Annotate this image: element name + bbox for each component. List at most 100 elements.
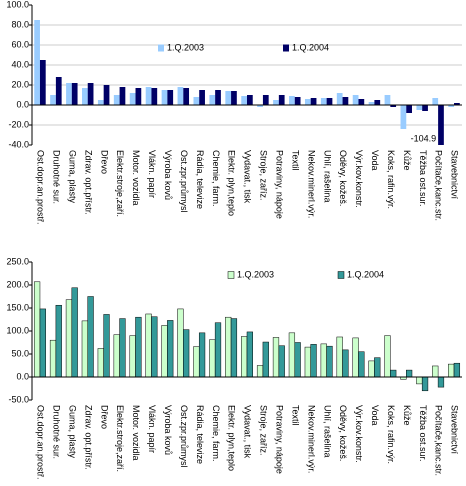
bar xyxy=(342,349,349,378)
bar xyxy=(49,339,57,378)
bar xyxy=(230,318,238,378)
bar xyxy=(326,345,333,378)
bar xyxy=(278,345,285,378)
x-tick-label: Výroba kovů xyxy=(163,150,173,200)
x-tick-label: Uhlí, rašelina xyxy=(322,405,332,458)
bar xyxy=(103,314,110,378)
bar xyxy=(177,87,184,105)
x-tick-label: Motor. vozidla xyxy=(131,405,141,461)
x-tick-label: Dřevo xyxy=(99,150,109,174)
x-tick-label: Elektr. plyn,teplo xyxy=(227,405,237,471)
bar xyxy=(113,95,120,105)
bar xyxy=(225,91,232,105)
bar xyxy=(358,99,365,105)
y-tick-label: 60.0 xyxy=(11,39,29,49)
bar xyxy=(71,287,78,378)
bar xyxy=(113,334,120,378)
x-tick-label: Elektr. plyn,teplo xyxy=(227,150,237,216)
bar xyxy=(145,313,152,378)
bar xyxy=(448,363,455,378)
x-tick-label: Guma, plasty xyxy=(67,405,77,459)
bar xyxy=(358,351,365,378)
bar xyxy=(39,308,46,378)
bar xyxy=(34,20,40,105)
bar xyxy=(119,87,126,105)
bar xyxy=(55,304,62,378)
y-tick-label: 40.0 xyxy=(11,59,29,69)
y-tick-label: -40.0 xyxy=(8,139,29,149)
bar xyxy=(193,346,200,378)
bar xyxy=(310,344,317,378)
x-tick-label: Kůže xyxy=(402,405,412,426)
bar xyxy=(421,376,429,392)
bar xyxy=(384,95,391,105)
bar xyxy=(368,102,375,105)
bar xyxy=(342,97,349,105)
bar xyxy=(256,365,264,378)
x-tick-label: Koks, rafin.výr. xyxy=(386,405,396,464)
bar xyxy=(326,98,333,105)
x-tick-label: Vlákn. papír xyxy=(147,150,157,198)
x-tick-label: Oděvy, kožeš. xyxy=(338,405,348,461)
bar xyxy=(246,331,253,378)
bar xyxy=(183,88,190,105)
bar xyxy=(97,100,104,105)
y-tick-label: 100.0 xyxy=(6,325,29,335)
x-tick-label: Těžba ost.sur. xyxy=(418,150,428,207)
bar xyxy=(214,322,222,378)
bar xyxy=(199,90,205,105)
x-tick-label: Voda xyxy=(370,405,380,426)
x-tick-label: Ost.dopr.an.prostř. xyxy=(36,150,46,225)
bar xyxy=(422,105,428,111)
bars xyxy=(34,20,460,145)
bar xyxy=(416,376,423,385)
y-tick-label: -20.0 xyxy=(8,119,29,129)
x-tick-label: Potraviny, nápoje xyxy=(274,405,284,474)
x-tick-label: Chemie, farm. xyxy=(211,150,221,207)
bar xyxy=(374,357,381,378)
bar xyxy=(151,88,158,105)
bars xyxy=(33,281,461,392)
bar xyxy=(151,316,158,378)
x-tick-label: Druhotné sur. xyxy=(52,150,62,204)
bar xyxy=(161,325,168,378)
x-tick-label: Zdrav. opt.přístr. xyxy=(83,150,93,215)
x-tick-label: Vydavat., tisk xyxy=(243,405,253,459)
x-tick-label: Koks, rafin.výr. xyxy=(386,150,396,209)
bar xyxy=(33,281,41,378)
bar xyxy=(177,308,184,378)
bar xyxy=(406,369,413,378)
bar xyxy=(310,98,317,105)
x-tick-label: Ost.dopr.an.prostř. xyxy=(36,405,46,480)
bar xyxy=(119,318,126,378)
bar xyxy=(87,296,94,378)
bar xyxy=(278,95,285,105)
bar xyxy=(209,95,216,105)
x-tick-label: Vlákn. papír xyxy=(147,405,157,453)
bar xyxy=(336,93,343,105)
legend-swatch xyxy=(337,271,345,279)
bar xyxy=(320,343,327,378)
y-tick-label: 100.0 xyxy=(6,0,29,9)
bar xyxy=(65,299,73,378)
legend-label: 1.Q.2004 xyxy=(292,42,329,52)
bar xyxy=(209,339,216,378)
x-tick-label: Nekov.minerl.výr. xyxy=(306,150,316,218)
bar xyxy=(161,90,168,105)
bar xyxy=(400,105,407,129)
bar xyxy=(453,362,461,378)
bar xyxy=(183,329,190,378)
x-tick-label: Výroba kovů xyxy=(163,405,173,455)
x-tick-label: Dřevo xyxy=(99,405,109,429)
bar xyxy=(81,320,88,378)
x-tick-label: Chemie, farm. xyxy=(211,405,221,462)
bar xyxy=(448,105,455,107)
bar xyxy=(97,348,104,378)
bar xyxy=(135,316,142,378)
bar xyxy=(289,96,295,105)
bar xyxy=(66,83,72,105)
x-tick-label: Rádia, televize xyxy=(195,150,205,209)
legend-label: 1.Q.2003 xyxy=(167,42,204,52)
y-tick-label: 250.0 xyxy=(6,256,29,266)
bar xyxy=(304,99,311,105)
